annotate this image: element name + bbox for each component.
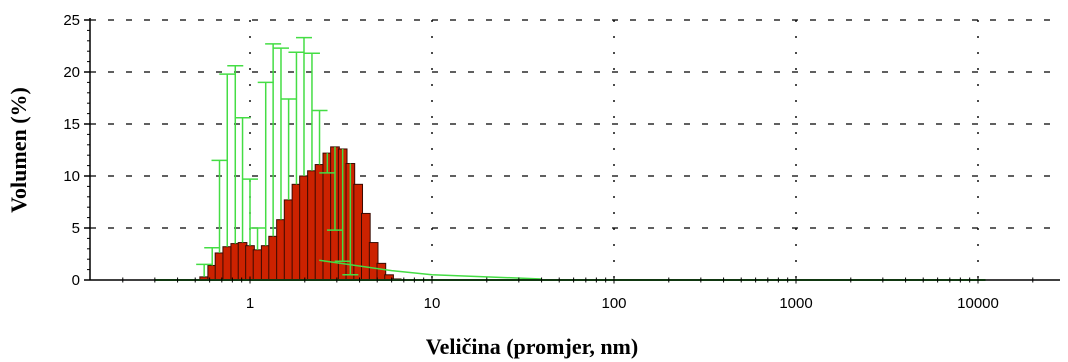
bar-series [199, 146, 402, 281]
y-tick-label: 0 [72, 272, 80, 289]
lower-error-trace [319, 259, 542, 280]
y-axis-title: Volumen (%) [6, 87, 31, 213]
y-tick-label: 5 [72, 220, 80, 237]
y-tick-label: 20 [63, 64, 80, 81]
x-tick-label: 100 [601, 295, 626, 312]
data-bar [299, 175, 309, 281]
x-tick-label: 1 [246, 295, 254, 312]
y-tick-label: 25 [63, 12, 80, 29]
axes: 0 5 10 15 20 25 1 10 100 1000 10000 [63, 12, 1060, 312]
x-tick-label: 1000 [779, 295, 812, 312]
data-bar [252, 249, 263, 281]
data-bar [222, 246, 233, 281]
x-tick-label: 10000 [957, 295, 999, 312]
y-tick-label: 10 [63, 168, 80, 185]
x-axis-title: Veličina (promjer, nm) [426, 334, 638, 359]
y-tick-label: 15 [63, 116, 80, 133]
x-tick-label: 10 [424, 295, 441, 312]
grid-lines [90, 19, 1060, 280]
